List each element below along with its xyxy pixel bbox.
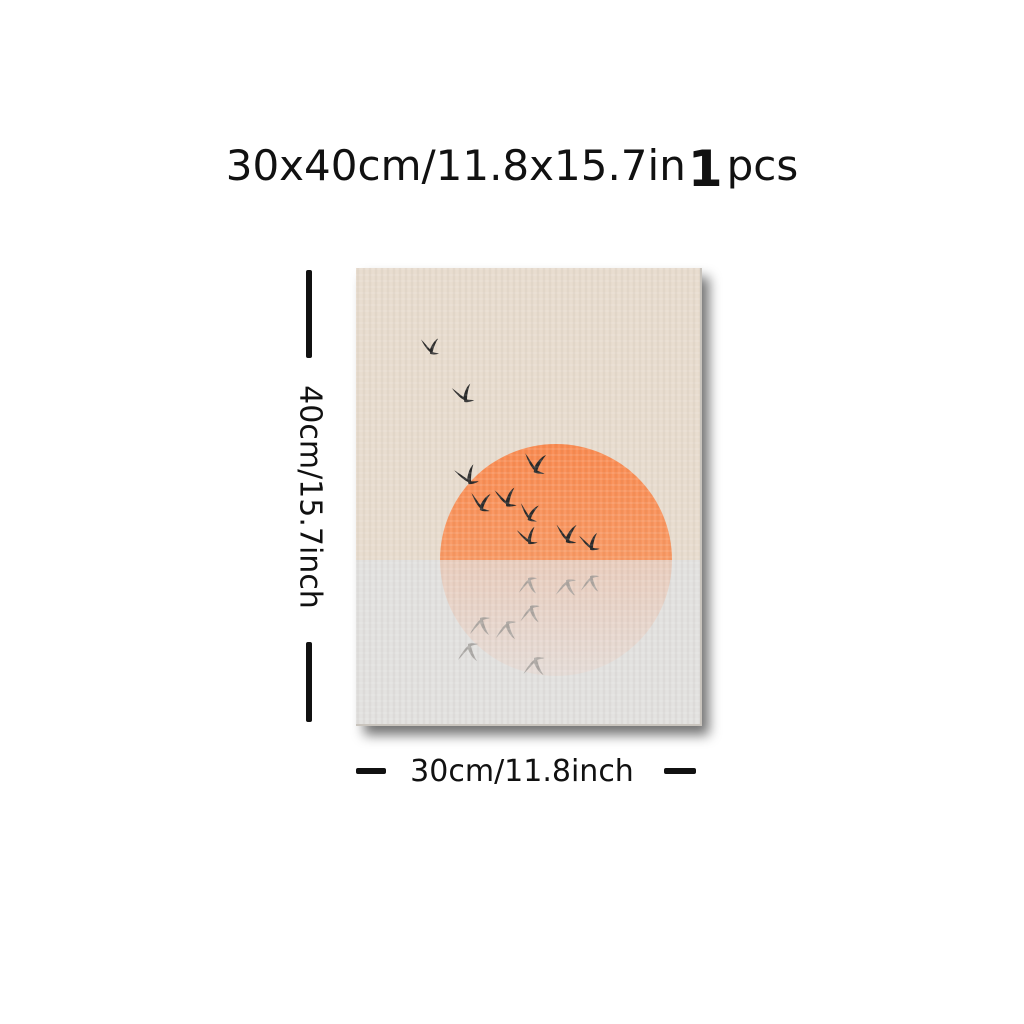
height-label: 40cm/15.7inch bbox=[292, 385, 328, 609]
canvas-print bbox=[356, 268, 702, 726]
artwork-illustration bbox=[356, 268, 700, 724]
size-text: 30x40cm/11.8x15.7in bbox=[225, 141, 686, 190]
quantity-unit: pcs bbox=[726, 141, 799, 190]
width-marker-right bbox=[664, 768, 696, 774]
height-marker-bottom bbox=[306, 642, 312, 722]
quantity-number: 1 bbox=[687, 140, 723, 198]
width-marker-left bbox=[356, 768, 386, 774]
height-marker-top bbox=[306, 270, 312, 358]
linen-texture bbox=[356, 268, 700, 724]
size-quantity-headline: 30x40cm/11.8x15.7in1pcs bbox=[0, 138, 1024, 197]
width-label: 30cm/11.8inch bbox=[410, 754, 634, 789]
